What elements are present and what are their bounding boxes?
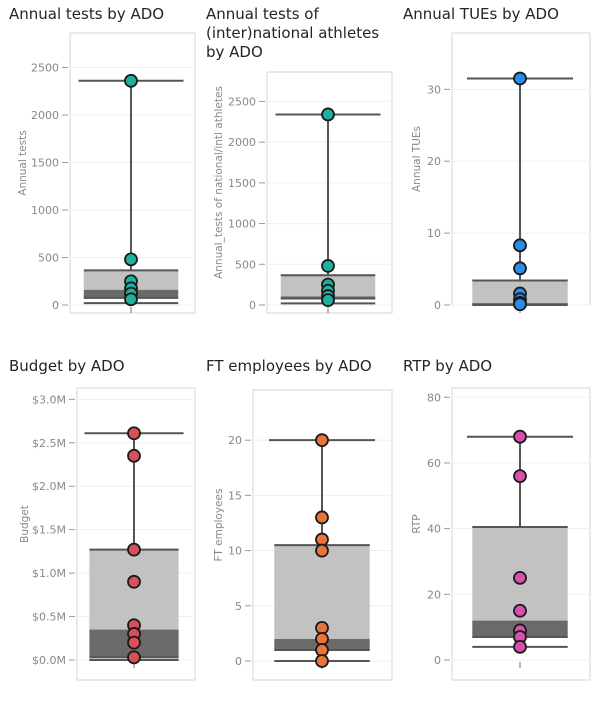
y-tick-label: 80 [427,391,441,404]
chart-5: 0 20 40 60 80 RTP [411,387,591,681]
y-tick-label: 10 [427,227,441,240]
y-tick-label: 2000 [31,109,59,122]
data-point [127,448,141,463]
y-tick-label: 15 [228,489,242,502]
y-tick-label: 20 [427,588,441,601]
box-upper [89,549,179,630]
y-tick-label: 1500 [31,157,59,170]
y-axis-title: FT employees [213,489,225,562]
y-tick-label: 20 [228,434,242,447]
y-tick-label: $3.0M [32,393,66,406]
data-point [321,293,335,308]
y-tick-label: 0 [249,299,256,312]
y-tick-label: 1000 [228,218,256,231]
y-tick-label: 0 [235,655,242,668]
y-tick-label: 500 [235,258,256,271]
y-tick-label: $0.5M [32,611,66,624]
y-tick-label: 5 [235,600,242,613]
chart-title-rtp: RTP by ADO [403,357,493,375]
y-tick-label: 60 [427,457,441,470]
y-tick-label: 30 [427,83,441,96]
plot-frame [252,389,393,681]
y-tick-label: $1.5M [32,524,66,537]
chart-4: 0 5 10 15 20 FT employees [213,389,393,681]
y-tick-label: 10 [228,545,242,558]
y-tick-label: $0.0M [32,654,66,667]
y-tick-label: 2000 [228,136,256,149]
data-point [513,429,527,444]
y-tick-label: $2.0M [32,480,66,493]
y-tick-label: 500 [38,252,59,265]
data-point [127,574,141,589]
data-point [315,543,329,558]
chart-title-annual-tues: Annual TUEs by ADO [403,5,559,23]
data-point [513,297,527,312]
data-point [321,259,335,273]
data-point [124,252,138,267]
chart-0: 0 500 1000 1500 2000 2500 Annual tests [17,32,196,314]
y-tick-label: $1.0M [32,567,66,580]
plot-frame [76,387,196,681]
chart-3: $0.0M $0.5M $1.0M $1.5M $2.0M $2.5M $3.0M Budge… [19,387,196,681]
data-point [321,107,335,122]
y-tick-label: $2.5M [32,437,66,450]
chart-title-annual-tests-national: Annual tests of (inter)national athletes… [206,5,380,61]
y-axis-title: Annual TUEs [411,126,423,192]
y-tick-label: 1000 [31,204,59,217]
plot-frame [69,32,196,314]
chart-title-annual-tests: Annual tests by ADO [9,5,165,23]
chart-2: 0 10 20 30 Annual TUEs [411,32,591,313]
data-point [513,603,527,618]
data-point [127,542,141,557]
plot-frame [451,387,591,681]
y-tick-label: 0 [434,299,441,312]
data-point [315,510,329,525]
y-axis-title: Annual_tests of national/intl athletes [213,86,225,279]
data-point [513,469,527,483]
chart-title-budget: Budget by ADO [9,357,125,375]
data-point [127,426,141,441]
data-point [315,654,329,668]
y-axis-title: Budget [19,505,31,543]
data-point [124,73,138,88]
y-tick-label: 40 [427,523,441,536]
data-point [513,238,527,253]
data-point [127,650,141,665]
data-point [315,433,329,448]
y-axis-title: Annual tests [17,130,29,195]
y-tick-label: 2500 [31,62,59,75]
y-tick-label: 20 [427,155,441,168]
data-point [124,292,138,307]
y-tick-label: 0 [52,299,59,312]
y-axis-title: RTP [411,514,423,533]
plot-frame [266,71,393,314]
data-point [513,71,527,86]
y-tick-label: 1500 [228,177,256,190]
chart-title-ft-employees: FT employees by ADO [206,357,372,375]
data-point [513,571,527,585]
y-tick-label: 0 [434,654,441,667]
data-point [513,261,527,276]
y-tick-label: 2500 [228,95,256,108]
data-point [513,639,527,654]
data-point [127,635,141,650]
